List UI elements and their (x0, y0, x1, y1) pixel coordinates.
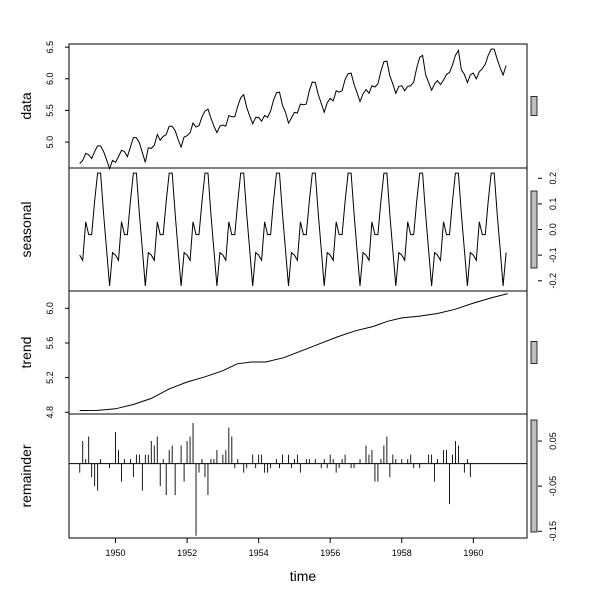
remainder-y-tick-label: 0.05 (548, 432, 558, 450)
data-y-tick-label: 5.0 (45, 136, 55, 149)
panel-remainder: remainder -0.15 -0.05 0.05 (18, 413, 558, 542)
remainder-y-tick-label: -0.15 (548, 521, 558, 542)
seasonal-y-tick-label: 0.0 (548, 223, 558, 236)
seasonal-series-line (79, 172, 507, 286)
x-tick-label: 1954 (249, 548, 269, 558)
seasonal-panel-label: seasonal (18, 201, 34, 257)
x-tick-label: 1952 (177, 548, 197, 558)
data-y-tick-label: 6.0 (45, 73, 55, 86)
seasonal-range-bar (530, 190, 538, 269)
x-tick-label: 1960 (463, 548, 483, 558)
x-tick-label: 1958 (392, 548, 412, 558)
panels: data 5.0 5.5 6.0 6.5 seasonal -0.2 -0.1 0.0 0.1 0.… (18, 41, 558, 542)
remainder-y-tick-label: -0.05 (548, 476, 558, 497)
panel-seasonal: seasonal -0.2 -0.1 0.0 0.1 0.2 (18, 167, 558, 292)
remainder-panel-label: remainder (18, 444, 34, 507)
trend-range-bar (530, 341, 538, 364)
data-y-tick-label: 6.5 (45, 41, 55, 54)
trend-y-tick-label: 4.8 (45, 406, 55, 419)
trend-y-tick-label: 5.6 (45, 337, 55, 350)
data-panel-label: data (18, 92, 34, 119)
x-tick-label: 1956 (320, 548, 340, 558)
trend-y-tick-label: 6.0 (45, 302, 55, 315)
seasonal-y-tick-label: 0.2 (548, 172, 558, 185)
x-axis-title: time (290, 568, 317, 584)
panel-trend: trend 4.8 5.2 5.6 6.0 (18, 290, 538, 419)
x-axis: 1950 1952 1954 1956 1958 1960 (106, 537, 483, 558)
trend-series-line (79, 293, 508, 411)
data-y-tick-label: 5.5 (45, 104, 55, 117)
data-frame (68, 43, 528, 169)
seasonal-y-tick-label: -0.2 (548, 273, 558, 289)
remainder-frame (68, 413, 528, 539)
panel-data: data 5.0 5.5 6.0 6.5 (18, 41, 538, 171)
x-tick-label: 1950 (106, 548, 126, 558)
data-range-bar (530, 96, 538, 116)
seasonal-y-tick-label: 0.1 (548, 198, 558, 211)
seasonal-y-tick-label: -0.1 (548, 247, 558, 263)
remainder-range-bar (530, 419, 538, 533)
data-series-line (79, 48, 507, 171)
trend-y-tick-label: 5.2 (45, 371, 55, 384)
trend-panel-label: trend (18, 337, 34, 369)
